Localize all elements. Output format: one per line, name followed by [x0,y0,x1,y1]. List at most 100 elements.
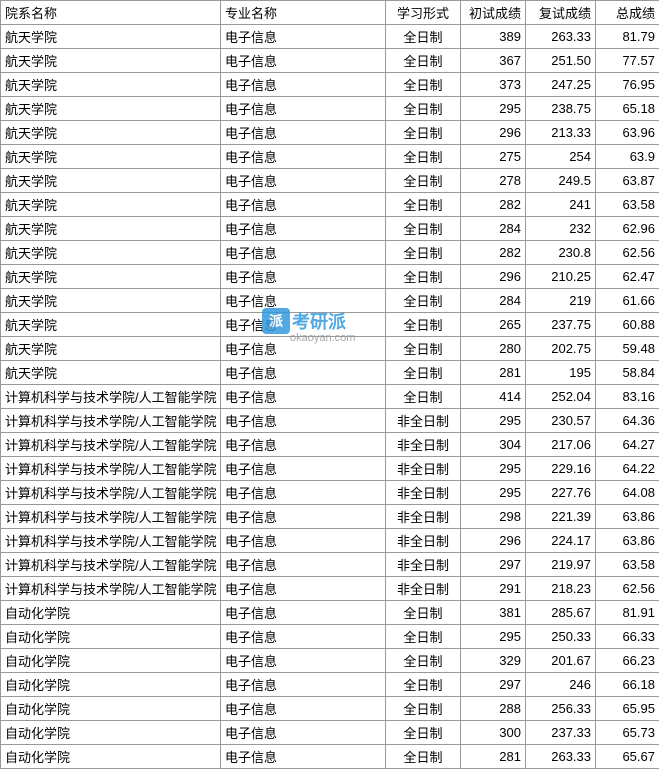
cell-total: 62.96 [596,217,659,241]
table-row: 自动化学院电子信息全日制281263.3365.67 [1,745,659,769]
header-total: 总成绩 [596,1,659,25]
cell-mode: 全日制 [386,745,461,769]
cell-score2: 195 [526,361,596,385]
cell-score1: 281 [461,745,526,769]
cell-total: 64.08 [596,481,659,505]
cell-score1: 296 [461,121,526,145]
cell-score1: 281 [461,361,526,385]
cell-major: 电子信息 [221,193,386,217]
cell-score2: 238.75 [526,97,596,121]
cell-mode: 全日制 [386,49,461,73]
header-mode: 学习形式 [386,1,461,25]
cell-mode: 全日制 [386,121,461,145]
cell-total: 62.56 [596,241,659,265]
cell-major: 电子信息 [221,361,386,385]
cell-mode: 全日制 [386,169,461,193]
cell-score2: 256.33 [526,697,596,721]
cell-score1: 297 [461,553,526,577]
cell-dept: 航天学院 [1,337,221,361]
table-row: 计算机科学与技术学院/人工智能学院电子信息非全日制295229.1664.22 [1,457,659,481]
cell-score1: 291 [461,577,526,601]
cell-major: 电子信息 [221,169,386,193]
table-row: 自动化学院电子信息全日制288256.3365.95 [1,697,659,721]
cell-score2: 241 [526,193,596,217]
cell-dept: 航天学院 [1,145,221,169]
table-body: 航天学院电子信息全日制389263.3381.79航天学院电子信息全日制3672… [1,25,659,769]
cell-score2: 246 [526,673,596,697]
cell-dept: 航天学院 [1,241,221,265]
cell-dept: 计算机科学与技术学院/人工智能学院 [1,457,221,481]
table-row: 航天学院电子信息全日制296210.2562.47 [1,265,659,289]
cell-total: 61.66 [596,289,659,313]
cell-mode: 非全日制 [386,433,461,457]
cell-mode: 全日制 [386,649,461,673]
cell-score1: 296 [461,529,526,553]
cell-score2: 218.23 [526,577,596,601]
cell-total: 62.56 [596,577,659,601]
cell-score1: 298 [461,505,526,529]
cell-score2: 219 [526,289,596,313]
cell-dept: 航天学院 [1,25,221,49]
cell-total: 62.47 [596,265,659,289]
cell-dept: 航天学院 [1,121,221,145]
cell-major: 电子信息 [221,553,386,577]
cell-score2: 224.17 [526,529,596,553]
table-row: 航天学院电子信息全日制295238.7565.18 [1,97,659,121]
cell-major: 电子信息 [221,625,386,649]
cell-dept: 计算机科学与技术学院/人工智能学院 [1,505,221,529]
cell-dept: 计算机科学与技术学院/人工智能学院 [1,577,221,601]
cell-major: 电子信息 [221,529,386,553]
cell-score2: 213.33 [526,121,596,145]
cell-major: 电子信息 [221,145,386,169]
cell-dept: 航天学院 [1,169,221,193]
cell-major: 电子信息 [221,745,386,769]
cell-major: 电子信息 [221,337,386,361]
table-row: 航天学院电子信息全日制28119558.84 [1,361,659,385]
table-row: 计算机科学与技术学院/人工智能学院电子信息非全日制296224.1763.86 [1,529,659,553]
cell-score2: 254 [526,145,596,169]
cell-score2: 219.97 [526,553,596,577]
cell-major: 电子信息 [221,385,386,409]
table-row: 计算机科学与技术学院/人工智能学院电子信息全日制414252.0483.16 [1,385,659,409]
cell-dept: 航天学院 [1,289,221,313]
cell-major: 电子信息 [221,457,386,481]
cell-dept: 自动化学院 [1,649,221,673]
cell-score2: 230.57 [526,409,596,433]
cell-major: 电子信息 [221,265,386,289]
cell-total: 76.95 [596,73,659,97]
cell-total: 63.87 [596,169,659,193]
table-row: 航天学院电子信息全日制389263.3381.79 [1,25,659,49]
table-row: 计算机科学与技术学院/人工智能学院电子信息非全日制295227.7664.08 [1,481,659,505]
cell-total: 65.18 [596,97,659,121]
cell-total: 65.95 [596,697,659,721]
cell-score2: 230.8 [526,241,596,265]
cell-total: 63.58 [596,553,659,577]
cell-dept: 航天学院 [1,73,221,97]
cell-major: 电子信息 [221,577,386,601]
cell-score1: 367 [461,49,526,73]
cell-major: 电子信息 [221,241,386,265]
cell-dept: 自动化学院 [1,625,221,649]
cell-dept: 计算机科学与技术学院/人工智能学院 [1,409,221,433]
cell-dept: 计算机科学与技术学院/人工智能学院 [1,553,221,577]
table-row: 航天学院电子信息全日制296213.3363.96 [1,121,659,145]
cell-total: 65.73 [596,721,659,745]
cell-total: 58.84 [596,361,659,385]
table-row: 计算机科学与技术学院/人工智能学院电子信息非全日制295230.5764.36 [1,409,659,433]
cell-score1: 389 [461,25,526,49]
cell-mode: 全日制 [386,385,461,409]
cell-score2: 237.33 [526,721,596,745]
cell-score2: 251.50 [526,49,596,73]
cell-score1: 414 [461,385,526,409]
table-row: 航天学院电子信息全日制28421961.66 [1,289,659,313]
cell-total: 59.48 [596,337,659,361]
cell-mode: 非全日制 [386,505,461,529]
cell-total: 81.79 [596,25,659,49]
cell-score1: 282 [461,241,526,265]
cell-major: 电子信息 [221,217,386,241]
cell-mode: 非全日制 [386,409,461,433]
cell-score2: 249.5 [526,169,596,193]
cell-total: 64.22 [596,457,659,481]
cell-score1: 297 [461,673,526,697]
cell-score1: 329 [461,649,526,673]
